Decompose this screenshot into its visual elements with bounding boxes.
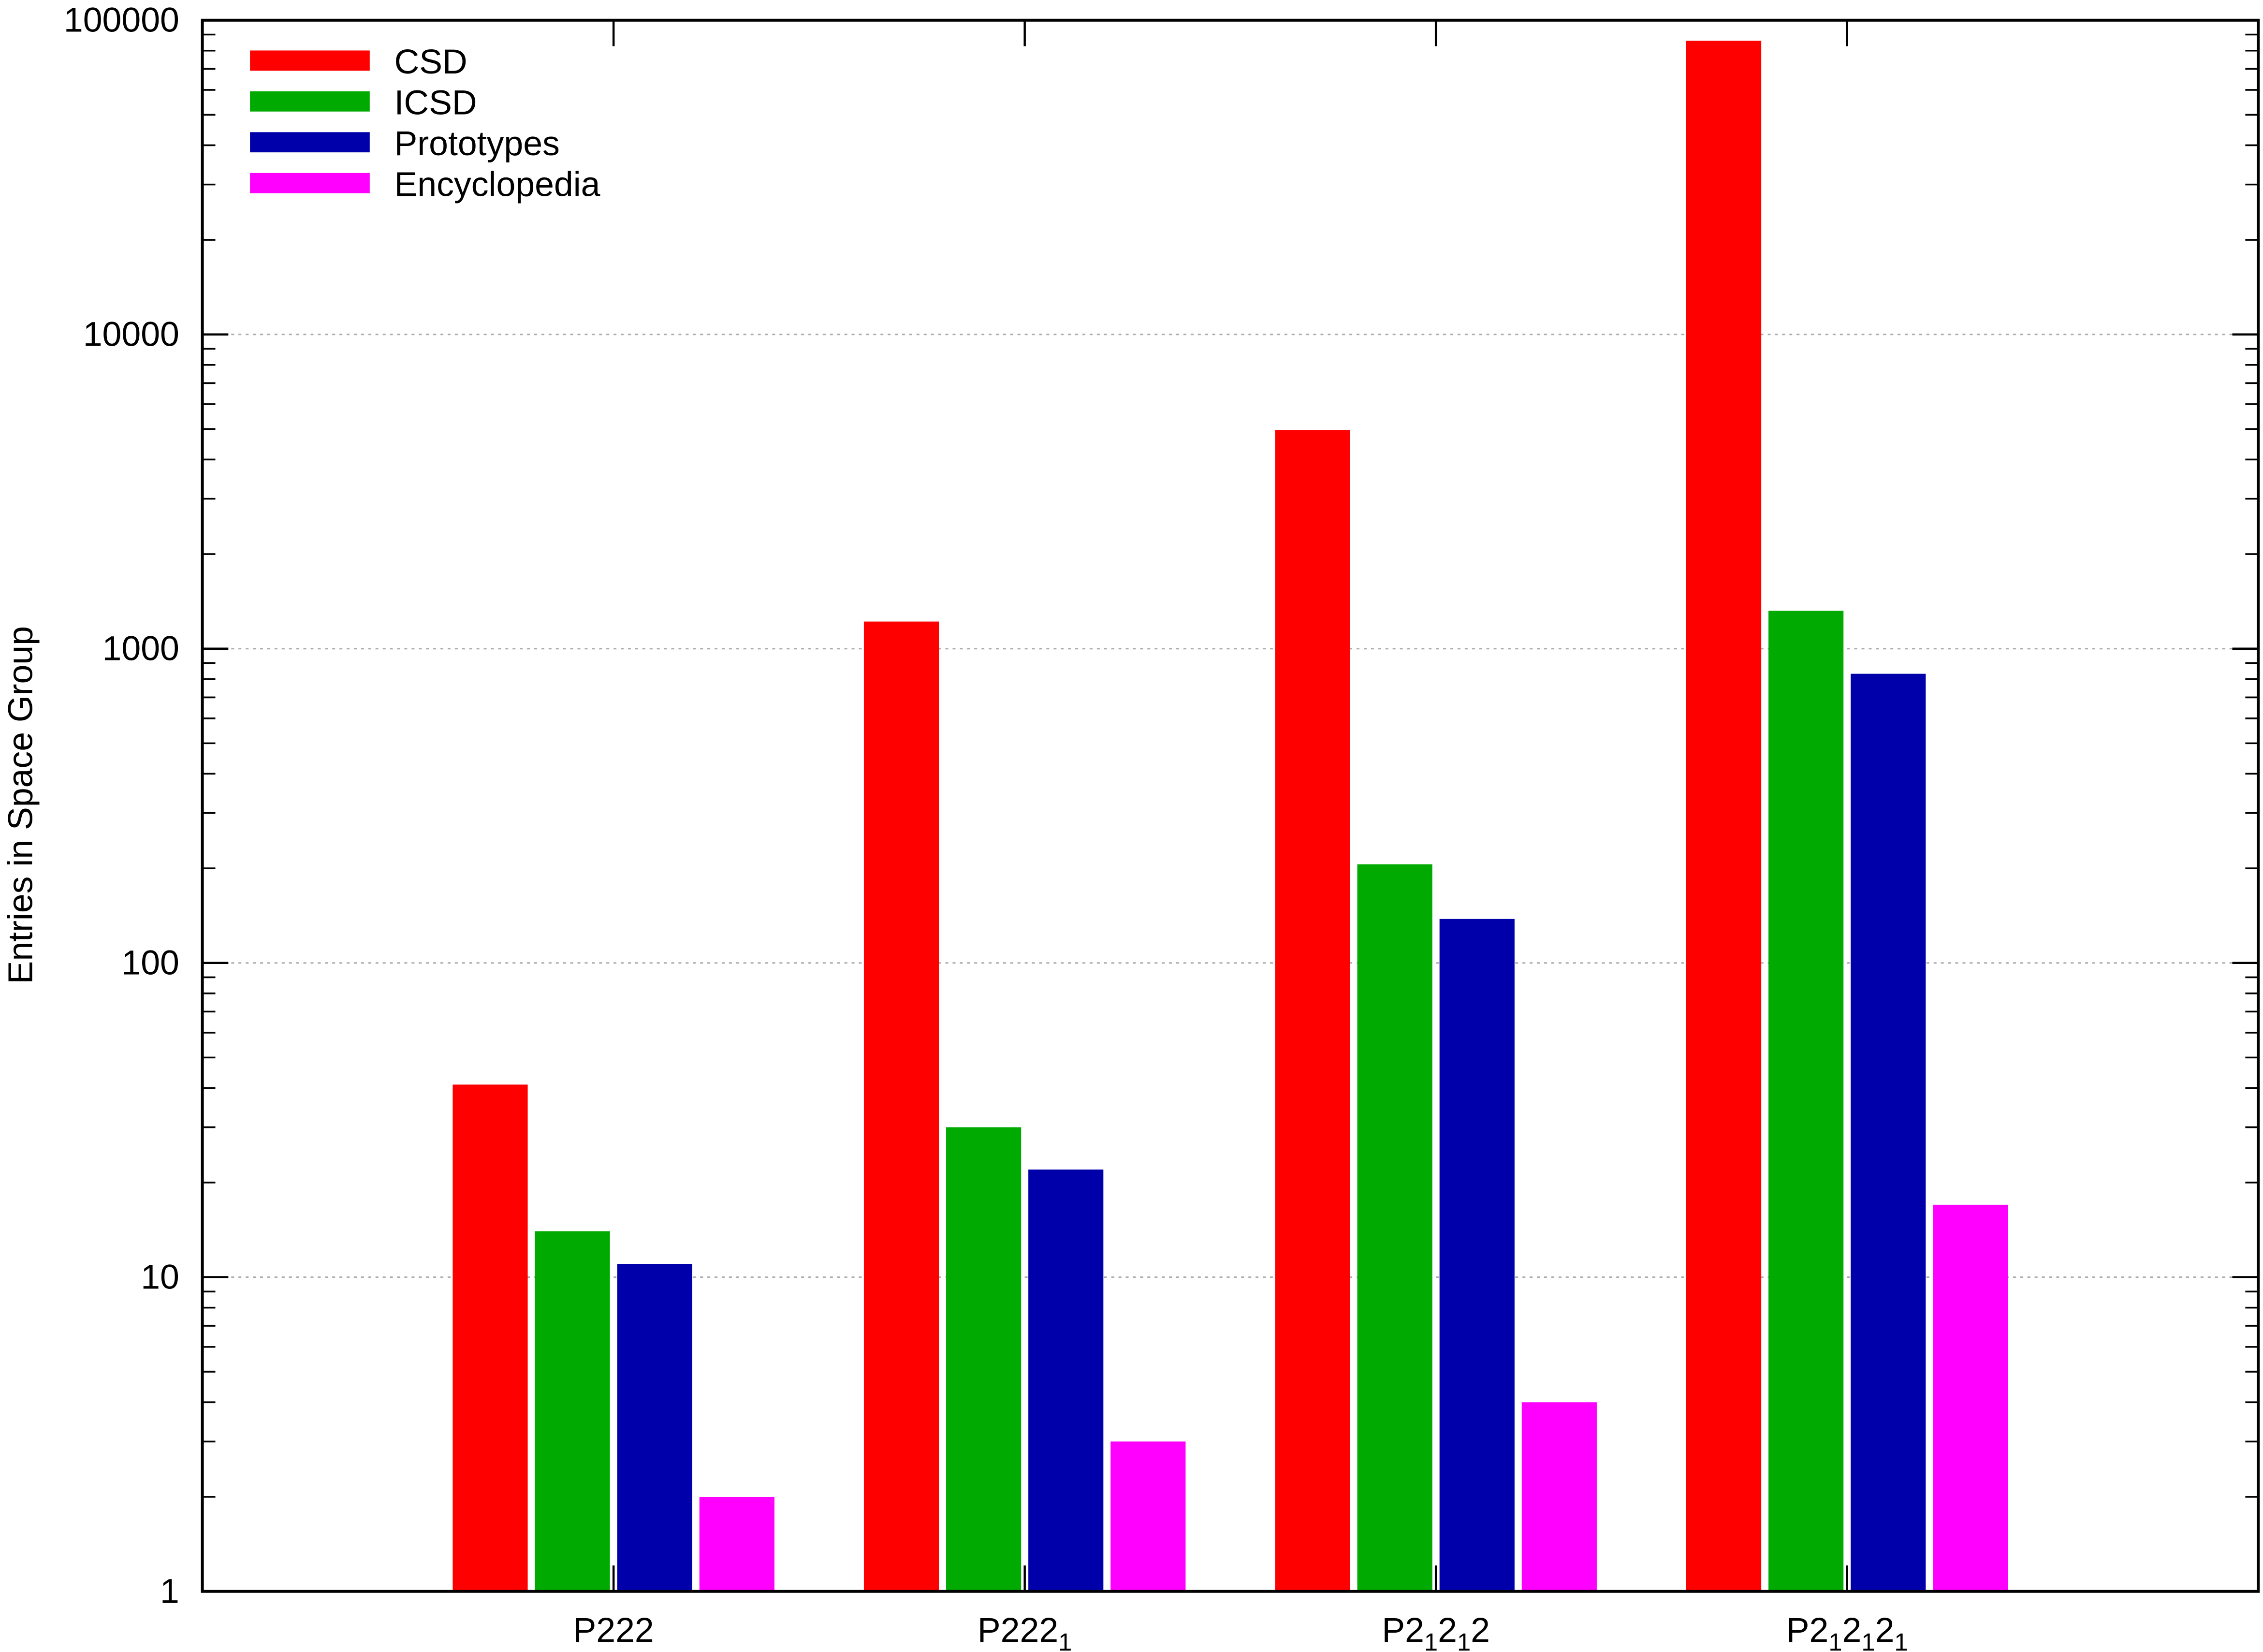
bars bbox=[453, 41, 2008, 1592]
subscript: 1 bbox=[1058, 1628, 1072, 1652]
bar-csd bbox=[1275, 430, 1350, 1592]
x-tick-label: P21212 bbox=[1382, 1611, 1490, 1652]
bar-csd bbox=[453, 1084, 528, 1592]
legend-label-icsd: ICSD bbox=[394, 84, 477, 122]
bar-encyclopedia bbox=[1933, 1204, 2008, 1592]
subscript: 1 bbox=[1424, 1628, 1438, 1652]
bar-icsd bbox=[946, 1127, 1022, 1592]
label-part: 2 bbox=[1842, 1611, 1862, 1650]
legend-swatch-icsd bbox=[250, 91, 370, 112]
bar-prototypes bbox=[1439, 919, 1515, 1592]
y-axis-label: Entries in Space Group bbox=[1, 626, 40, 984]
x-tick-label: P212121 bbox=[1786, 1611, 1908, 1652]
label-part: 2 bbox=[1471, 1611, 1490, 1650]
legend-label-encyclopedia: Encyclopedia bbox=[394, 165, 600, 204]
plot-frame bbox=[201, 18, 2260, 1593]
bar-encyclopedia bbox=[1110, 1441, 1186, 1592]
label-part: 2 bbox=[1875, 1611, 1895, 1650]
bar-encyclopedia bbox=[699, 1496, 774, 1592]
bar-csd bbox=[1686, 41, 1762, 1592]
label-part: P2 bbox=[1382, 1611, 1424, 1650]
subscript: 1 bbox=[1828, 1628, 1842, 1652]
legend-swatch-csd bbox=[250, 50, 370, 71]
legend-swatch-prototypes bbox=[250, 132, 370, 153]
x-tick-label: P222 bbox=[573, 1611, 654, 1650]
bar-icsd bbox=[1768, 611, 1844, 1592]
bar-encyclopedia bbox=[1521, 1402, 1597, 1592]
bar-csd bbox=[863, 621, 939, 1592]
bar-icsd bbox=[1357, 864, 1432, 1592]
label-part: P2 bbox=[1786, 1611, 1829, 1650]
label-part: P222 bbox=[573, 1611, 654, 1650]
y-tick-label: 10000 bbox=[83, 315, 179, 354]
label-part: P222 bbox=[978, 1611, 1058, 1650]
subscript: 1 bbox=[1457, 1628, 1471, 1652]
bar-prototypes bbox=[1028, 1170, 1104, 1592]
y-tick-label: 100000 bbox=[64, 1, 179, 40]
label-part: 2 bbox=[1438, 1611, 1457, 1650]
y-tick-label: 1000 bbox=[102, 629, 179, 668]
legend-label-prototypes: Prototypes bbox=[394, 124, 560, 163]
x-tick-label: P2221 bbox=[978, 1611, 1072, 1652]
legend-swatch-encyclopedia bbox=[250, 173, 370, 193]
bar-icsd bbox=[535, 1231, 610, 1592]
subscript: 1 bbox=[1861, 1628, 1875, 1652]
y-tick-label: 10 bbox=[141, 1258, 179, 1297]
y-tick-label: 1 bbox=[160, 1572, 179, 1611]
subscript: 1 bbox=[1894, 1628, 1908, 1652]
bar-prototypes bbox=[1851, 673, 1926, 1592]
legend-label-csd: CSD bbox=[394, 43, 467, 81]
bar-prototypes bbox=[617, 1264, 692, 1592]
y-tick-label: 100 bbox=[121, 944, 179, 982]
